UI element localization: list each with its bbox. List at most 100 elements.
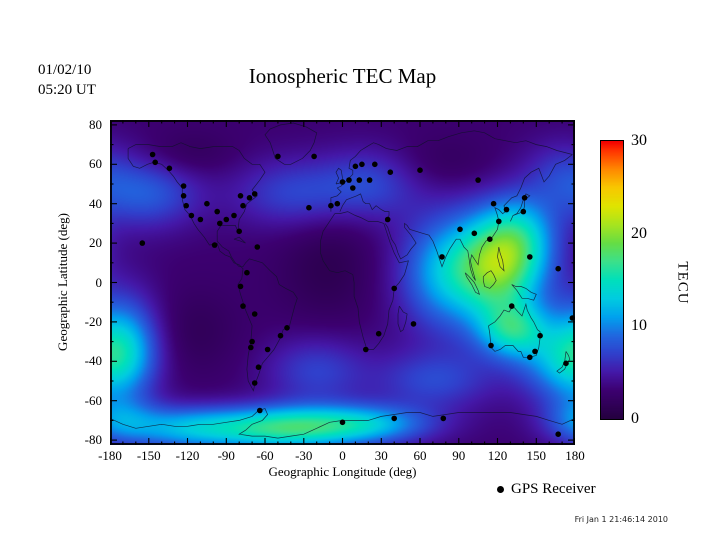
colorbar-unit-label: TECU (674, 261, 691, 305)
gps-receiver-dot (563, 360, 569, 367)
gps-receiver-dot (475, 177, 481, 183)
gps-receiver-dot (277, 332, 284, 339)
gps-receiver-dot-icon (497, 486, 504, 493)
gps-receiver-dot (139, 240, 146, 246)
y-tick-label: -40 (84, 353, 102, 369)
gps-receiver-dot (188, 212, 195, 219)
gps-receiver-dot (236, 228, 242, 235)
gps-receiver-dot (204, 200, 210, 207)
gps-receiver-dot (264, 346, 271, 353)
gps-receiver-dot (521, 195, 528, 201)
render-timestamp: Fri Jan 1 21:46:14 2010 (574, 515, 668, 524)
x-tick-label: -150 (136, 448, 161, 463)
y-tick-label: 40 (89, 195, 102, 211)
gps-receiver-dot (249, 338, 255, 345)
gps-receiver-dot (246, 195, 253, 201)
y-tick-label: -60 (84, 392, 102, 408)
gps-receiver-dot (410, 321, 417, 327)
gps-receiver-dot (346, 177, 352, 183)
coastline (384, 154, 573, 281)
gps-receiver-dot (328, 202, 334, 209)
gps-legend: GPS Receiver (497, 481, 596, 498)
x-tick-label: -60 (256, 448, 274, 463)
y-tick-label: 0 (95, 274, 103, 290)
y-tick-label: -20 (84, 313, 102, 329)
x-tick-label: 0 (339, 448, 346, 463)
coastline (482, 270, 497, 289)
coastline (233, 236, 246, 244)
gps-receiver-dot (417, 167, 423, 173)
gps-receiver-dot (363, 346, 369, 353)
coastline (397, 305, 408, 333)
x-axis-tick-labels: -180 -150 -120 -90 -60 -30 0 30 60 90 120 150 180 (98, 448, 585, 464)
gps-receiver-dot (339, 179, 346, 185)
coastline (320, 211, 409, 350)
coastline (488, 302, 541, 358)
gps-receiver-dot (311, 153, 317, 160)
coastline (127, 142, 298, 392)
gps-receiver-dot (237, 283, 244, 290)
tec-heatmap-canvas (110, 120, 575, 445)
gps-receiver-dot (149, 151, 156, 158)
gps-receiver-dot (237, 193, 244, 199)
gps-receiver-dot (251, 311, 258, 317)
x-tick-label: 30 (374, 448, 388, 463)
coastline (378, 130, 573, 155)
gps-receiver-dot (366, 177, 373, 183)
gps-receiver-dot (352, 163, 359, 170)
y-axis-tick-labels: -80 -60 -40 -20 0 20 40 60 80 (0, 117, 105, 447)
gps-receiver-dot (254, 244, 261, 250)
gps-receiver-dot (503, 206, 510, 213)
gps-receiver-dot (487, 236, 493, 242)
gps-receiver-dot (244, 269, 250, 276)
gps-receiver-dot (372, 161, 378, 168)
x-tick-label: 60 (413, 448, 427, 463)
gps-receiver-dot (223, 216, 230, 223)
x-tick-label: -30 (295, 448, 313, 463)
y-tick-label: 60 (89, 156, 102, 172)
gps-receiver-dot (488, 342, 494, 349)
coastline (510, 193, 531, 222)
gps-receiver-dot (440, 415, 447, 422)
gps-receiver-dot (555, 431, 561, 438)
y-tick-label: 20 (89, 235, 102, 251)
gps-receiver-dot (527, 254, 533, 260)
gps-receiver-dot (384, 216, 391, 223)
colorbar (600, 140, 624, 420)
time-label: 05:20 UT (38, 82, 96, 98)
x-tick-label: -120 (175, 448, 200, 463)
gps-receiver-dot (359, 161, 365, 168)
gps-receiver-dot (555, 265, 561, 272)
gps-legend-label: GPS Receiver (511, 481, 596, 497)
x-axis-title: Geographic Longitude (deg) (268, 464, 417, 479)
gps-receiver-dot (166, 165, 173, 172)
x-tick-label: -180 (98, 448, 122, 463)
gps-receiver-dot (490, 200, 497, 207)
gps-receiver-dot (240, 202, 246, 209)
colorbar-tick-label: 0 (631, 410, 639, 427)
gps-receiver-dot (257, 407, 263, 414)
coastline (339, 193, 390, 222)
map-overlay (110, 120, 575, 445)
gps-receiver-dot (375, 330, 382, 337)
gps-receiver-dot (240, 303, 246, 309)
gps-receiver-dot (183, 202, 189, 209)
observation-timestamp-block: 01/02/10 05:20 UT (38, 60, 96, 100)
date-label: 01/02/10 (38, 62, 92, 78)
coastline (264, 122, 318, 165)
gps-receiver-dot (537, 332, 543, 339)
colorbar-tick-labels: 30 20 10 0 (631, 132, 667, 427)
gps-receiver-dot (471, 230, 478, 237)
gps-receiver-dot (527, 354, 533, 361)
gps-receiver-dot (334, 200, 341, 207)
colorbar-tick-label: 30 (631, 132, 647, 149)
gps-receiver-dot (508, 303, 515, 309)
coastline (110, 408, 575, 439)
gps-receiver-dot (251, 380, 258, 386)
x-tick-label: 90 (452, 448, 466, 463)
gps-receiver-dot (496, 218, 502, 225)
gps-receiver-dot (350, 185, 356, 191)
gps-receiver-dot (255, 364, 262, 370)
gps-receiver-dot (387, 169, 394, 175)
